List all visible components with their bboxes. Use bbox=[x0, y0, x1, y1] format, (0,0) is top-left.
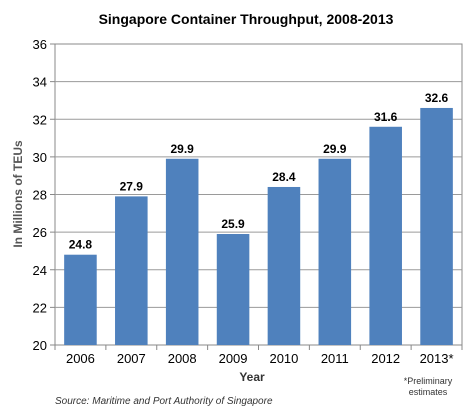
source-note: Source: Maritime and Port Authority of S… bbox=[55, 396, 273, 407]
y-tick-label: 34 bbox=[33, 75, 47, 90]
bar bbox=[216, 234, 250, 345]
x-tick-label: 2012 bbox=[371, 351, 400, 366]
note-line-2: estimates bbox=[409, 387, 448, 397]
bar bbox=[420, 107, 453, 346]
x-axis-label: Year bbox=[239, 370, 265, 384]
bar-value-label: 24.8 bbox=[69, 238, 93, 252]
bars bbox=[64, 107, 453, 346]
bar-value-label: 29.9 bbox=[171, 142, 195, 156]
x-tick-label: 2006 bbox=[66, 351, 95, 366]
chart-title: Singapore Container Throughput, 2008-201… bbox=[99, 11, 394, 27]
y-tick-label: 30 bbox=[33, 150, 47, 165]
bar bbox=[267, 186, 301, 345]
bar bbox=[318, 158, 352, 345]
y-tick-label: 26 bbox=[33, 225, 47, 240]
y-tick-label: 32 bbox=[33, 112, 47, 127]
y-tick-label: 20 bbox=[33, 338, 47, 353]
x-tick-label: 2007 bbox=[117, 351, 146, 366]
x-axis-ticks: 2006 2007 2008 2009 2010 2011 2012 2013* bbox=[54, 345, 463, 366]
x-tick-label: 2013* bbox=[420, 351, 454, 366]
bar bbox=[165, 158, 199, 345]
x-tick-label: 2011 bbox=[321, 351, 349, 366]
y-tick-label: 24 bbox=[33, 263, 47, 278]
x-tick-label: 2009 bbox=[219, 351, 248, 366]
x-tick-label: 2008 bbox=[168, 351, 197, 366]
note-line-1: *Preliminary bbox=[404, 376, 453, 386]
y-tick-label: 28 bbox=[33, 188, 47, 203]
y-tick-label: 36 bbox=[33, 37, 47, 52]
bar-value-label: 25.9 bbox=[221, 217, 245, 231]
bar bbox=[369, 126, 402, 346]
bar-value-label: 31.6 bbox=[374, 110, 398, 124]
bar-value-label: 29.9 bbox=[323, 142, 347, 156]
y-axis-ticks: 20 22 24 26 28 30 32 34 36 bbox=[33, 37, 55, 353]
bar bbox=[115, 196, 148, 345]
bar-value-label: 32.6 bbox=[425, 91, 449, 105]
bar-value-label: 28.4 bbox=[272, 170, 296, 184]
y-axis-label: In Millions of TEUs bbox=[11, 140, 25, 248]
x-tick-label: 2010 bbox=[269, 351, 298, 366]
preliminary-note: *Preliminary estimates bbox=[404, 376, 453, 397]
bar-value-label: 27.9 bbox=[120, 179, 144, 193]
bar bbox=[64, 254, 97, 345]
data-labels: 24.8 27.9 29.9 25.9 28.4 29.9 31.6 32.6 bbox=[69, 91, 449, 252]
y-tick-label: 22 bbox=[33, 300, 47, 315]
